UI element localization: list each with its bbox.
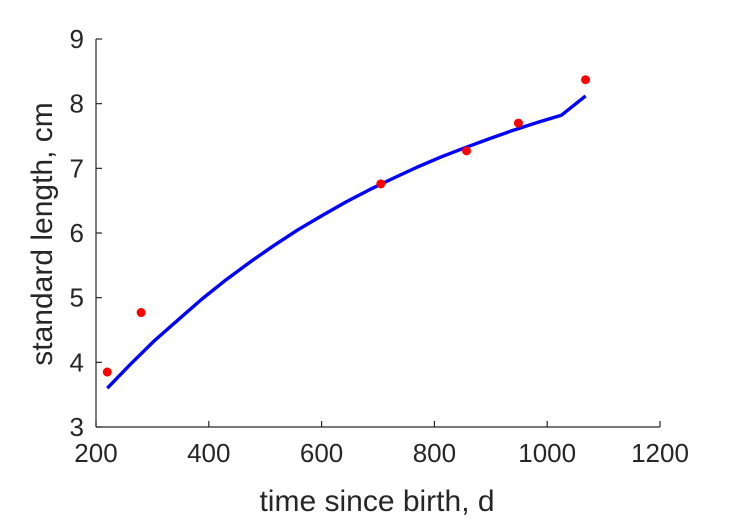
x-tick-label: 800 [413, 438, 456, 468]
x-tick-label: 400 [187, 438, 230, 468]
x-axis-label: time since birth, d [259, 485, 494, 518]
y-tick-label: 4 [70, 347, 84, 377]
data-point [581, 75, 591, 85]
data-point [513, 118, 523, 128]
y-axis-ticks: 3 4 5 6 7 8 9 [70, 24, 102, 442]
x-tick-label: 600 [300, 438, 343, 468]
x-tick-label: 1200 [631, 438, 689, 468]
data-point [136, 308, 146, 318]
y-tick-label: 8 [70, 89, 84, 119]
y-tick-label: 5 [70, 283, 84, 313]
y-tick-label: 3 [70, 412, 84, 442]
y-tick-label: 7 [70, 153, 84, 183]
data-point [376, 179, 386, 189]
y-tick-label: 6 [70, 218, 84, 248]
y-tick-label: 9 [70, 24, 84, 54]
axes [95, 39, 660, 428]
fit-curve-line [106, 94, 587, 390]
x-axis-ticks: 200 400 600 800 1000 1200 [74, 421, 689, 468]
y-axis-label: standard length, cm [26, 102, 59, 365]
data-point [462, 146, 472, 156]
x-tick-label: 1000 [518, 438, 576, 468]
data-point [102, 367, 112, 377]
x-tick-label: 200 [74, 438, 117, 468]
plot-area [102, 75, 591, 390]
